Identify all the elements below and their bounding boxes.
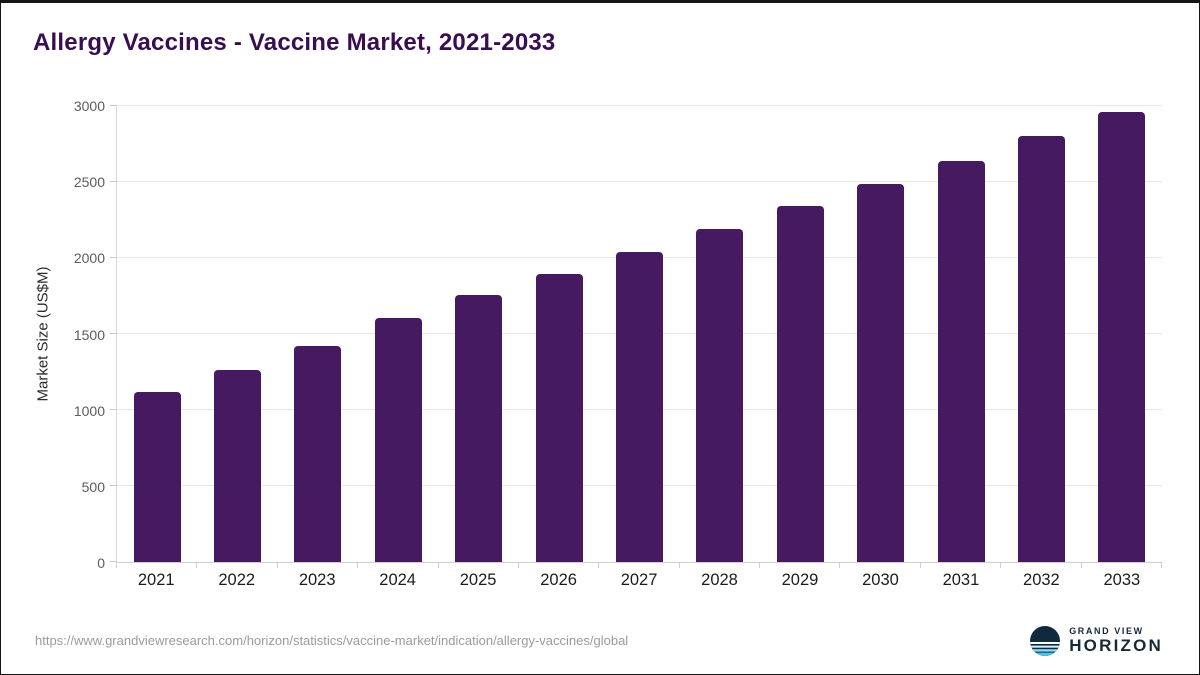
bar-2021 [133,391,181,562]
gridline [117,181,1162,182]
bar-slot [680,106,760,562]
bar-slot [358,106,438,562]
x-axis-label: 2026 [540,571,577,589]
y-axis-tick-label: 1500 [73,326,105,343]
horizon-logo-icon [1030,626,1061,656]
bar-slot [278,106,358,562]
y-axis-tick-label: 2500 [73,174,105,191]
bar-slot [117,106,197,562]
x-axis-tick-mark [759,563,760,568]
y-axis-tick-label: 1000 [73,402,105,419]
bar-slot [599,106,679,562]
y-axis-tick-mark [110,485,117,487]
bar-2024 [374,318,422,562]
x-axis-labels: 2021 2022 2023 2024 2025 2026 2027 2028 2029 2030… [116,571,1162,590]
x-axis-label: 2023 [298,571,336,589]
x-axis-label: 2027 [620,571,658,589]
bar-slot [921,106,1001,562]
x-axis-tick-mark [1000,563,1002,568]
y-axis-tick-mark [110,409,117,411]
bar-2029 [776,206,824,562]
x-axis-label: 2028 [701,571,738,589]
x-axis-label: 2032 [1023,571,1060,589]
bar-2025 [455,295,503,562]
x-axis-tick-mark [1160,563,1162,568]
x-axis-tick-mark [196,563,198,568]
x-axis-tick-mark [1080,563,1082,568]
logo-line2: HORIZON [1069,636,1163,656]
x-axis-tick-mark [839,563,841,568]
bar-2030 [857,183,905,562]
x-axis-ticks [116,563,1162,568]
y-axis-tick-label: 500 [81,478,105,495]
x-axis-tick-mark [357,563,359,568]
y-axis-tick-mark [110,105,117,106]
y-axis-ticks: 0 500 1000 1500 2000 2500 3000 [1,98,105,571]
x-axis-tick-mark [116,563,117,568]
logo-line1: GRAND VIEW [1069,626,1144,637]
bar-slot [519,106,599,562]
x-axis-tick-mark [919,563,921,568]
x-axis-tick-mark [437,563,439,568]
x-axis-label: 2033 [1103,571,1141,589]
x-axis-label: 2021 [137,571,175,589]
bar-slot [841,106,921,562]
bar-2032 [1017,136,1065,562]
y-axis-tick-label: 2000 [73,250,105,267]
y-axis-tick-label: 3000 [73,98,105,114]
bar-2022 [214,369,262,562]
chart-title: Allergy Vaccines - Vaccine Market, 2021-… [33,29,556,56]
x-axis-tick-mark [517,563,519,568]
bar-slot [1001,106,1081,562]
x-axis-tick-mark [276,563,278,568]
bar-2023 [294,346,342,562]
y-axis-tick-mark [110,333,117,334]
x-axis-tick-mark [598,563,600,568]
y-axis-tick-mark [110,257,117,259]
logo-text: GRAND VIEW HORIZON [1069,626,1163,656]
bar-2028 [696,229,744,562]
bar-slot [1082,106,1162,562]
y-axis-tick-mark [110,561,117,562]
x-axis-label: 2030 [862,571,899,589]
bars-layer [117,106,1162,562]
bar-2027 [616,251,664,562]
x-axis-label: 2025 [459,571,497,589]
x-axis-label: 2029 [781,571,819,589]
x-axis-label: 2031 [942,571,980,589]
plot-area [110,105,1162,563]
gridline [117,105,1162,106]
bar-2033 [1098,112,1146,562]
bar-slot [760,106,840,562]
bar-slot [439,106,519,562]
y-axis-tick-label: 0 [97,555,105,571]
source-url: https://www.grandviewresearch.com/horizo… [35,633,629,648]
grandview-horizon-logo: GRAND VIEW HORIZON [1030,626,1163,656]
bar-slot [197,106,277,562]
bar-2026 [535,273,583,562]
x-axis-label: 2022 [218,571,256,589]
x-axis-label: 2024 [379,571,416,589]
x-axis-tick-mark [678,563,680,568]
bar-2031 [937,160,985,562]
y-axis-tick-mark [110,181,117,182]
